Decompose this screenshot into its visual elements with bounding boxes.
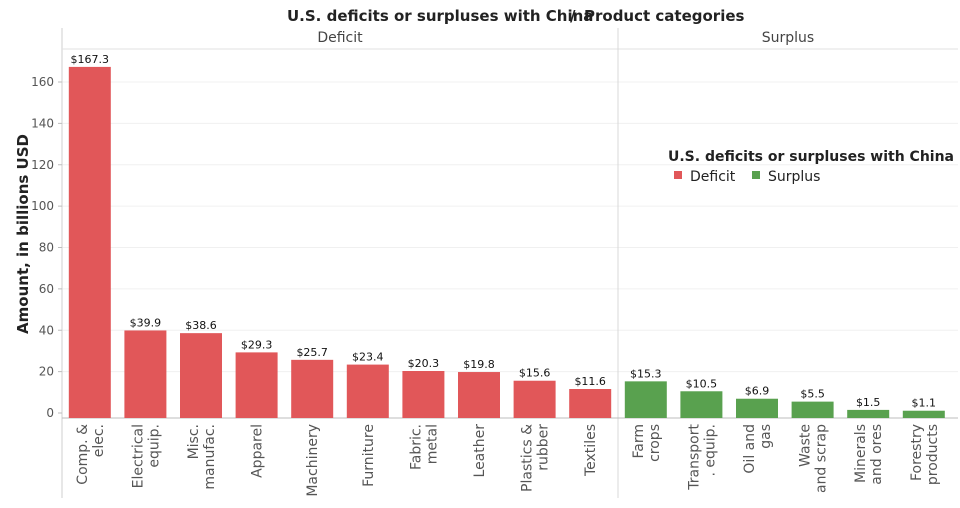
data-label: $39.9 bbox=[130, 316, 162, 329]
x-tick-label: Transport. equip. bbox=[686, 423, 718, 490]
panel-header-label: Deficit bbox=[317, 30, 363, 46]
x-tick-label: Mineralsand ores bbox=[853, 424, 885, 485]
data-label: $38.6 bbox=[185, 319, 217, 332]
data-label: $20.3 bbox=[408, 357, 440, 370]
data-label: $10.5 bbox=[686, 377, 718, 390]
bar[interactable] bbox=[680, 391, 723, 418]
chart-title-dimension: Product categories bbox=[584, 7, 745, 25]
bar[interactable] bbox=[847, 409, 890, 418]
x-tick-label: Machinery bbox=[305, 424, 321, 497]
y-tick-label: 20 bbox=[39, 365, 54, 379]
x-tick-label: Comp. &elec. bbox=[75, 424, 107, 485]
x-tick-label: Forestryproducts bbox=[909, 424, 941, 485]
y-tick-label: 160 bbox=[31, 75, 54, 89]
legend-entry: Surplus bbox=[768, 169, 820, 185]
legend: U.S. deficits or surpluses with China De… bbox=[668, 149, 954, 185]
gridlines bbox=[62, 81, 958, 373]
bar[interactable] bbox=[180, 333, 222, 418]
bar[interactable] bbox=[402, 371, 445, 418]
data-label: $15.6 bbox=[519, 367, 551, 380]
y-tick-label: 60 bbox=[39, 282, 54, 296]
x-tick-label: Leather bbox=[472, 424, 488, 478]
data-label: $19.8 bbox=[463, 358, 495, 371]
chart-title-separator: / bbox=[570, 7, 576, 25]
data-label: $29.3 bbox=[241, 338, 273, 351]
x-tick-label: Wasteand scrap bbox=[798, 424, 830, 493]
data-label: $11.6 bbox=[574, 375, 606, 388]
data-label: $1.1 bbox=[912, 397, 937, 410]
x-tick-label: Textiles bbox=[583, 424, 599, 477]
bar[interactable] bbox=[124, 330, 167, 418]
x-tick-label: Farmcrops bbox=[631, 424, 663, 462]
y-tick-label: 140 bbox=[31, 116, 54, 130]
x-tick-label: Oil andgas bbox=[742, 424, 774, 474]
legend-swatch bbox=[674, 171, 682, 179]
y-tick-label: 40 bbox=[39, 323, 54, 337]
bar[interactable] bbox=[513, 380, 556, 418]
data-label: $167.3 bbox=[71, 53, 110, 66]
legend-entry: Deficit bbox=[690, 169, 736, 185]
legend-title: U.S. deficits or surpluses with China bbox=[668, 149, 954, 165]
y-axis: 0 20 40 60 80 100 120 140 160 bbox=[31, 75, 62, 420]
data-label: $25.7 bbox=[296, 346, 328, 359]
bar[interactable] bbox=[569, 389, 612, 418]
y-tick-label: 120 bbox=[31, 158, 54, 172]
x-tick-label: Apparel bbox=[250, 424, 266, 478]
y-tick-label: 0 bbox=[46, 406, 54, 420]
bar[interactable] bbox=[458, 372, 500, 418]
y-axis-label: Amount, in billions USD bbox=[14, 134, 32, 334]
panel-deficit: Deficit $167.3 Comp. &elec. $39.9 Electrical… bbox=[68, 30, 612, 497]
data-label: $6.9 bbox=[745, 385, 770, 398]
data-label: $1.5 bbox=[856, 396, 881, 409]
panel-surplus: Surplus $15.3 Farmcrops $10.5 Transport. equ… bbox=[624, 30, 945, 493]
bar[interactable] bbox=[291, 359, 334, 418]
y-tick-label: 80 bbox=[39, 241, 54, 255]
bar[interactable] bbox=[736, 398, 778, 418]
x-tick-label: Electricalequip. bbox=[130, 424, 162, 488]
data-label: $23.4 bbox=[352, 351, 384, 364]
bar[interactable] bbox=[624, 381, 667, 418]
panel-header-label: Surplus bbox=[762, 30, 814, 46]
y-tick-label: 100 bbox=[31, 199, 54, 213]
x-tick-label: Furniture bbox=[361, 424, 377, 487]
bar[interactable] bbox=[68, 66, 111, 418]
data-label: $5.5 bbox=[800, 388, 825, 401]
x-tick-label: Plastics &rubber bbox=[520, 424, 552, 492]
panels: Deficit $167.3 Comp. &elec. $39.9 Electrical… bbox=[68, 30, 945, 497]
x-tick-label: Fabric.metal bbox=[408, 424, 440, 470]
bar[interactable] bbox=[235, 352, 278, 418]
bar[interactable] bbox=[346, 364, 389, 418]
bar[interactable] bbox=[902, 410, 945, 418]
chart-title: U.S. deficits or surpluses with China bbox=[287, 7, 593, 25]
bar[interactable] bbox=[791, 401, 834, 418]
x-tick-label: Misc.manufac. bbox=[186, 424, 218, 490]
data-label: $15.3 bbox=[630, 367, 662, 380]
legend-swatch bbox=[752, 171, 760, 179]
